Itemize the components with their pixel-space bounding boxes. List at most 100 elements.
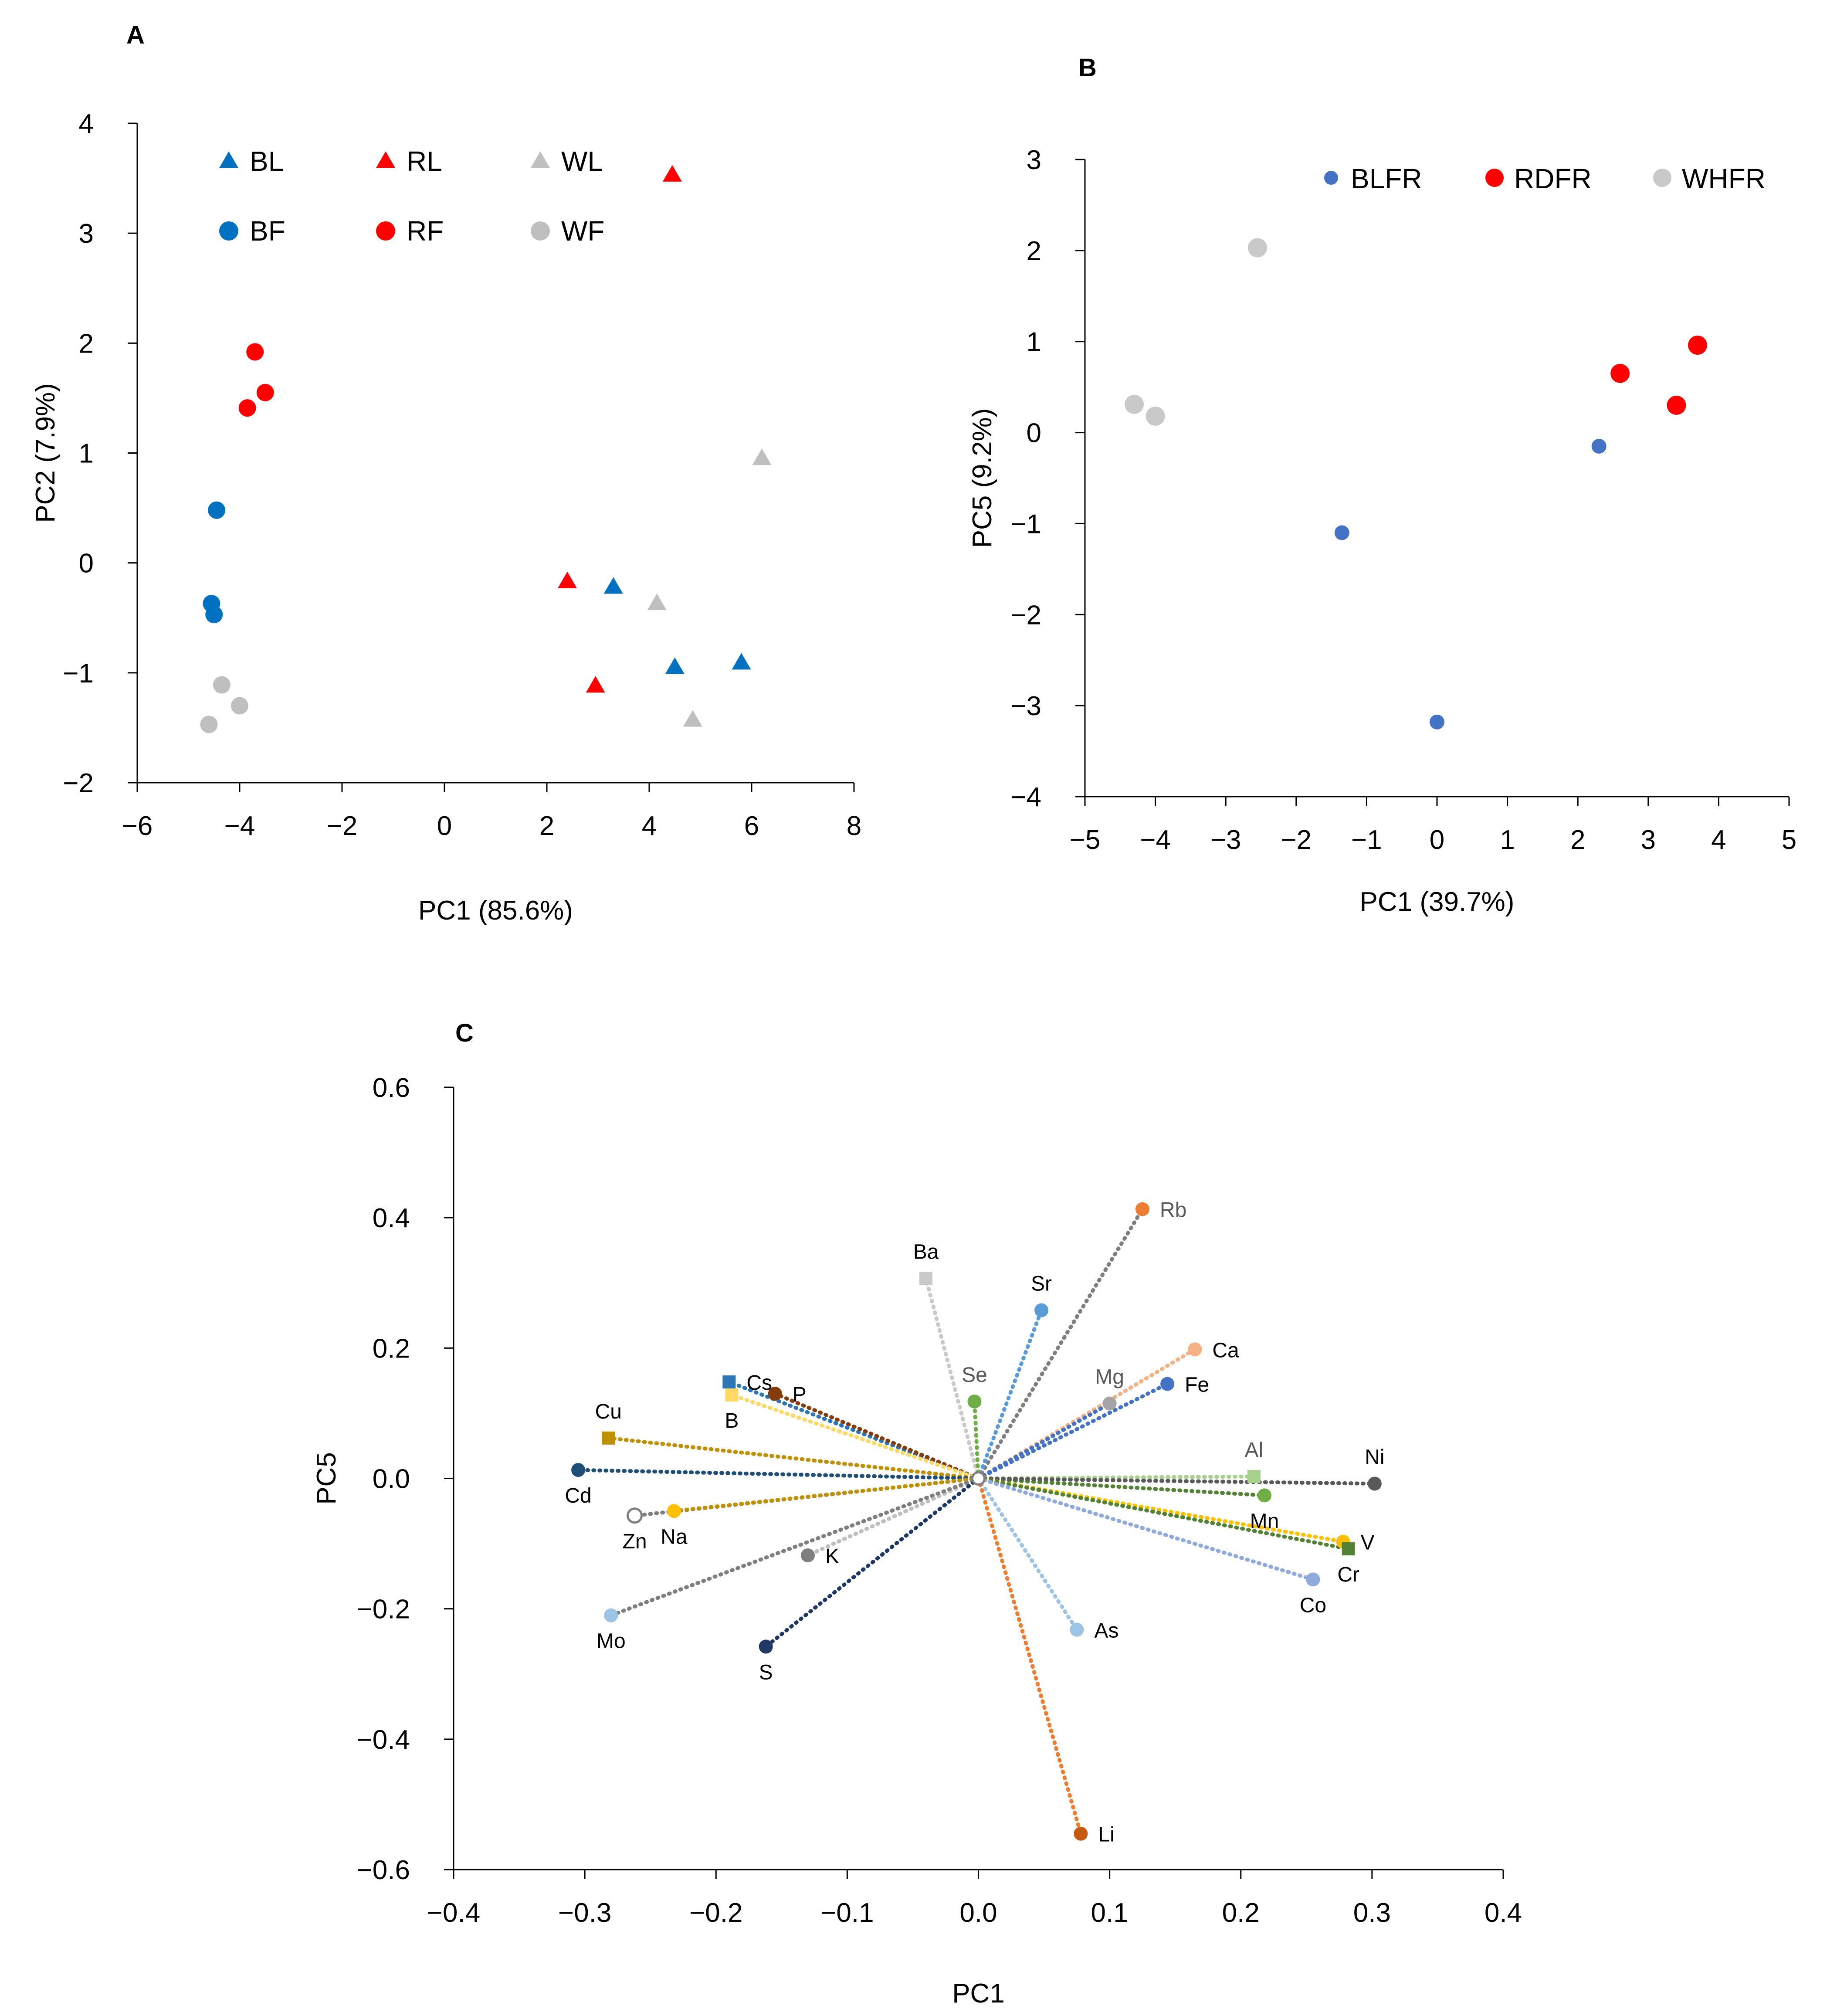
panel-a-y-tick-label: 0 bbox=[79, 549, 94, 579]
panel-b-legend-label: BLFR bbox=[1351, 163, 1422, 194]
panel-c-label-s: S bbox=[759, 1661, 773, 1684]
panel-a-x-tick-label: −2 bbox=[327, 811, 358, 841]
panel-c-label-sr: Sr bbox=[1031, 1273, 1052, 1296]
panel-a-x-title: PC1 (85.6%) bbox=[418, 896, 573, 926]
panel-c-label-p: P bbox=[793, 1383, 807, 1406]
panel-a-y-tick-label: −2 bbox=[63, 768, 94, 798]
panel-a-legend-label: WF bbox=[561, 215, 605, 247]
panel-c-label-zn: Zn bbox=[623, 1530, 647, 1553]
panel-a-legend-label: BF bbox=[250, 215, 285, 247]
panel-b-y-tick-label: −4 bbox=[1010, 782, 1041, 812]
panel-a-y-tick-label: 1 bbox=[79, 439, 94, 469]
panel-a-y-title: PC2 (7.9%) bbox=[31, 383, 61, 523]
panel-a-x-tick-label: 0 bbox=[437, 811, 452, 841]
panel-c-x-tick-label: −0.3 bbox=[558, 1898, 611, 1928]
panel-c-vector-as bbox=[976, 1476, 1079, 1632]
panel-c-point-mn bbox=[1257, 1488, 1271, 1503]
panel-c-vector-p bbox=[773, 1392, 980, 1480]
panel-b-point-rdfr bbox=[1667, 395, 1686, 415]
panel-b-point-whfr bbox=[1247, 238, 1267, 258]
panel-b-x-tick-label: −1 bbox=[1351, 825, 1382, 855]
panel-c-vector-ba bbox=[924, 1276, 980, 1480]
panel-c-vector-s bbox=[764, 1476, 980, 1649]
panel-c-label-ba: Ba bbox=[913, 1240, 939, 1263]
panel-c-vector-li bbox=[976, 1476, 1083, 1836]
panel-a-point-rl bbox=[558, 571, 577, 588]
panel-c-label-ca: Ca bbox=[1212, 1339, 1239, 1362]
panel-c-y-tick-label: 0.4 bbox=[373, 1203, 410, 1233]
panel-a-legend-label: BL bbox=[250, 146, 284, 177]
panel-c-y-tick-label: −0.2 bbox=[357, 1595, 410, 1625]
panel-a-point-wf bbox=[213, 676, 230, 694]
panel-c-label-mo: Mo bbox=[597, 1630, 626, 1653]
panel-c-point-se bbox=[967, 1394, 982, 1408]
panel-a-point-bf bbox=[208, 501, 226, 519]
panel-b-x-tick-label: 5 bbox=[1782, 825, 1796, 855]
panel-c-y-tick-label: 0.6 bbox=[373, 1073, 410, 1103]
panel-c-point-b bbox=[725, 1388, 739, 1402]
panel-c-y-title: PC5 bbox=[312, 1452, 342, 1505]
panel-c-vector-sr bbox=[976, 1308, 1044, 1480]
panel-c-point-fe bbox=[1160, 1377, 1175, 1391]
panel-a-point-wl bbox=[683, 710, 702, 727]
panel-a-point-wf bbox=[200, 716, 218, 733]
panel-c-point-zn bbox=[627, 1507, 643, 1524]
panel-a-legend-marker bbox=[376, 151, 395, 168]
panel-c-x-tick-label: −0.2 bbox=[689, 1898, 742, 1928]
panel-c-point-cu bbox=[602, 1431, 615, 1445]
panel-c-x-tick-label: 0.4 bbox=[1485, 1898, 1522, 1928]
panel-a-point-bl bbox=[603, 577, 623, 594]
panel-b-y-tick-label: 3 bbox=[1027, 145, 1041, 175]
panel-c-y-tick-label: 0.2 bbox=[373, 1334, 410, 1364]
panel-c-letter: C bbox=[455, 1019, 474, 1047]
panel-a-x-tick-label: −6 bbox=[122, 811, 153, 841]
panel-b-point-whfr bbox=[1146, 406, 1165, 426]
panel-b-chart: B −5 −4 −3 −2 −1 0 1 2 3 4 5 −4 −3 −2 −1 0 1 2 3 PC1 (39.7%)… bbox=[967, 54, 1796, 917]
panel-b-x-title: PC1 (39.7%) bbox=[1360, 887, 1515, 917]
panel-c-point-al bbox=[1247, 1470, 1261, 1483]
panel-a-legend-marker bbox=[219, 151, 238, 168]
panel-a-x-tick-label: 6 bbox=[744, 811, 759, 841]
panel-a-chart: A −6 −4 −2 0 2 4 6 8 −2 −1 0 1 2 3 4 PC1 (85.6%) PC2 (7.9… bbox=[31, 21, 861, 926]
panel-b-point-blfr bbox=[1430, 714, 1444, 730]
panel-b-legend-label: RDFR bbox=[1514, 163, 1592, 194]
panel-b-letter: B bbox=[1078, 54, 1097, 82]
panel-b-legend-label: WHFR bbox=[1682, 163, 1766, 194]
panel-a-legend-marker bbox=[219, 221, 238, 241]
panel-c-vector-cd bbox=[576, 1468, 980, 1480]
panel-b-legend-marker bbox=[1324, 171, 1338, 185]
panel-c-label-cd: Cd bbox=[565, 1484, 591, 1507]
panel-c-point-s bbox=[759, 1639, 773, 1654]
panel-c-point-cr bbox=[1342, 1542, 1355, 1556]
panel-a-point-rf bbox=[238, 399, 256, 417]
panel-b-y-tick-label: 1 bbox=[1027, 327, 1041, 357]
panel-c-vector-cu bbox=[606, 1436, 980, 1480]
panel-a-legend-marker bbox=[531, 221, 550, 241]
panel-c-point-mo bbox=[604, 1608, 618, 1622]
panel-c-point-ba bbox=[919, 1272, 933, 1285]
panel-c-label-cs: Cs bbox=[746, 1371, 772, 1395]
panel-a-legend-label: RF bbox=[407, 215, 444, 247]
panel-c-label-mg: Mg bbox=[1095, 1365, 1124, 1388]
panel-a-legend-label: WL bbox=[561, 146, 603, 177]
panel-b-point-blfr bbox=[1591, 438, 1607, 454]
panel-c-y-tick-label: −0.4 bbox=[357, 1725, 410, 1755]
panel-a-legend-marker bbox=[376, 221, 395, 241]
panel-a-y-tick-label: 2 bbox=[79, 329, 94, 359]
panel-c-vector-mg bbox=[976, 1401, 1112, 1480]
panel-b-legend-marker bbox=[1653, 169, 1671, 187]
panel-b-legend-marker bbox=[1485, 169, 1504, 187]
panel-c-label-cu: Cu bbox=[595, 1400, 622, 1423]
panel-b-x-tick-label: 3 bbox=[1641, 825, 1656, 855]
panel-c-vector-co bbox=[976, 1476, 1315, 1582]
panel-c-chart: C −0.4 −0.3 −0.2 −0.1 0.0 0.1 0.2 0.3 0.4 0.6 0.4 0.… bbox=[312, 1019, 1522, 2009]
panel-a-y-tick-label: 4 bbox=[79, 109, 94, 139]
panel-b-y-tick-label: −1 bbox=[1010, 509, 1041, 539]
panel-a-point-rl bbox=[586, 676, 605, 693]
panel-c-label-na: Na bbox=[661, 1525, 688, 1548]
panel-c-y-tick-label: 0.0 bbox=[373, 1464, 410, 1494]
panel-c-label-li: Li bbox=[1098, 1823, 1114, 1846]
panel-b-point-rdfr bbox=[1688, 336, 1707, 355]
panel-a-point-wl bbox=[647, 594, 667, 611]
